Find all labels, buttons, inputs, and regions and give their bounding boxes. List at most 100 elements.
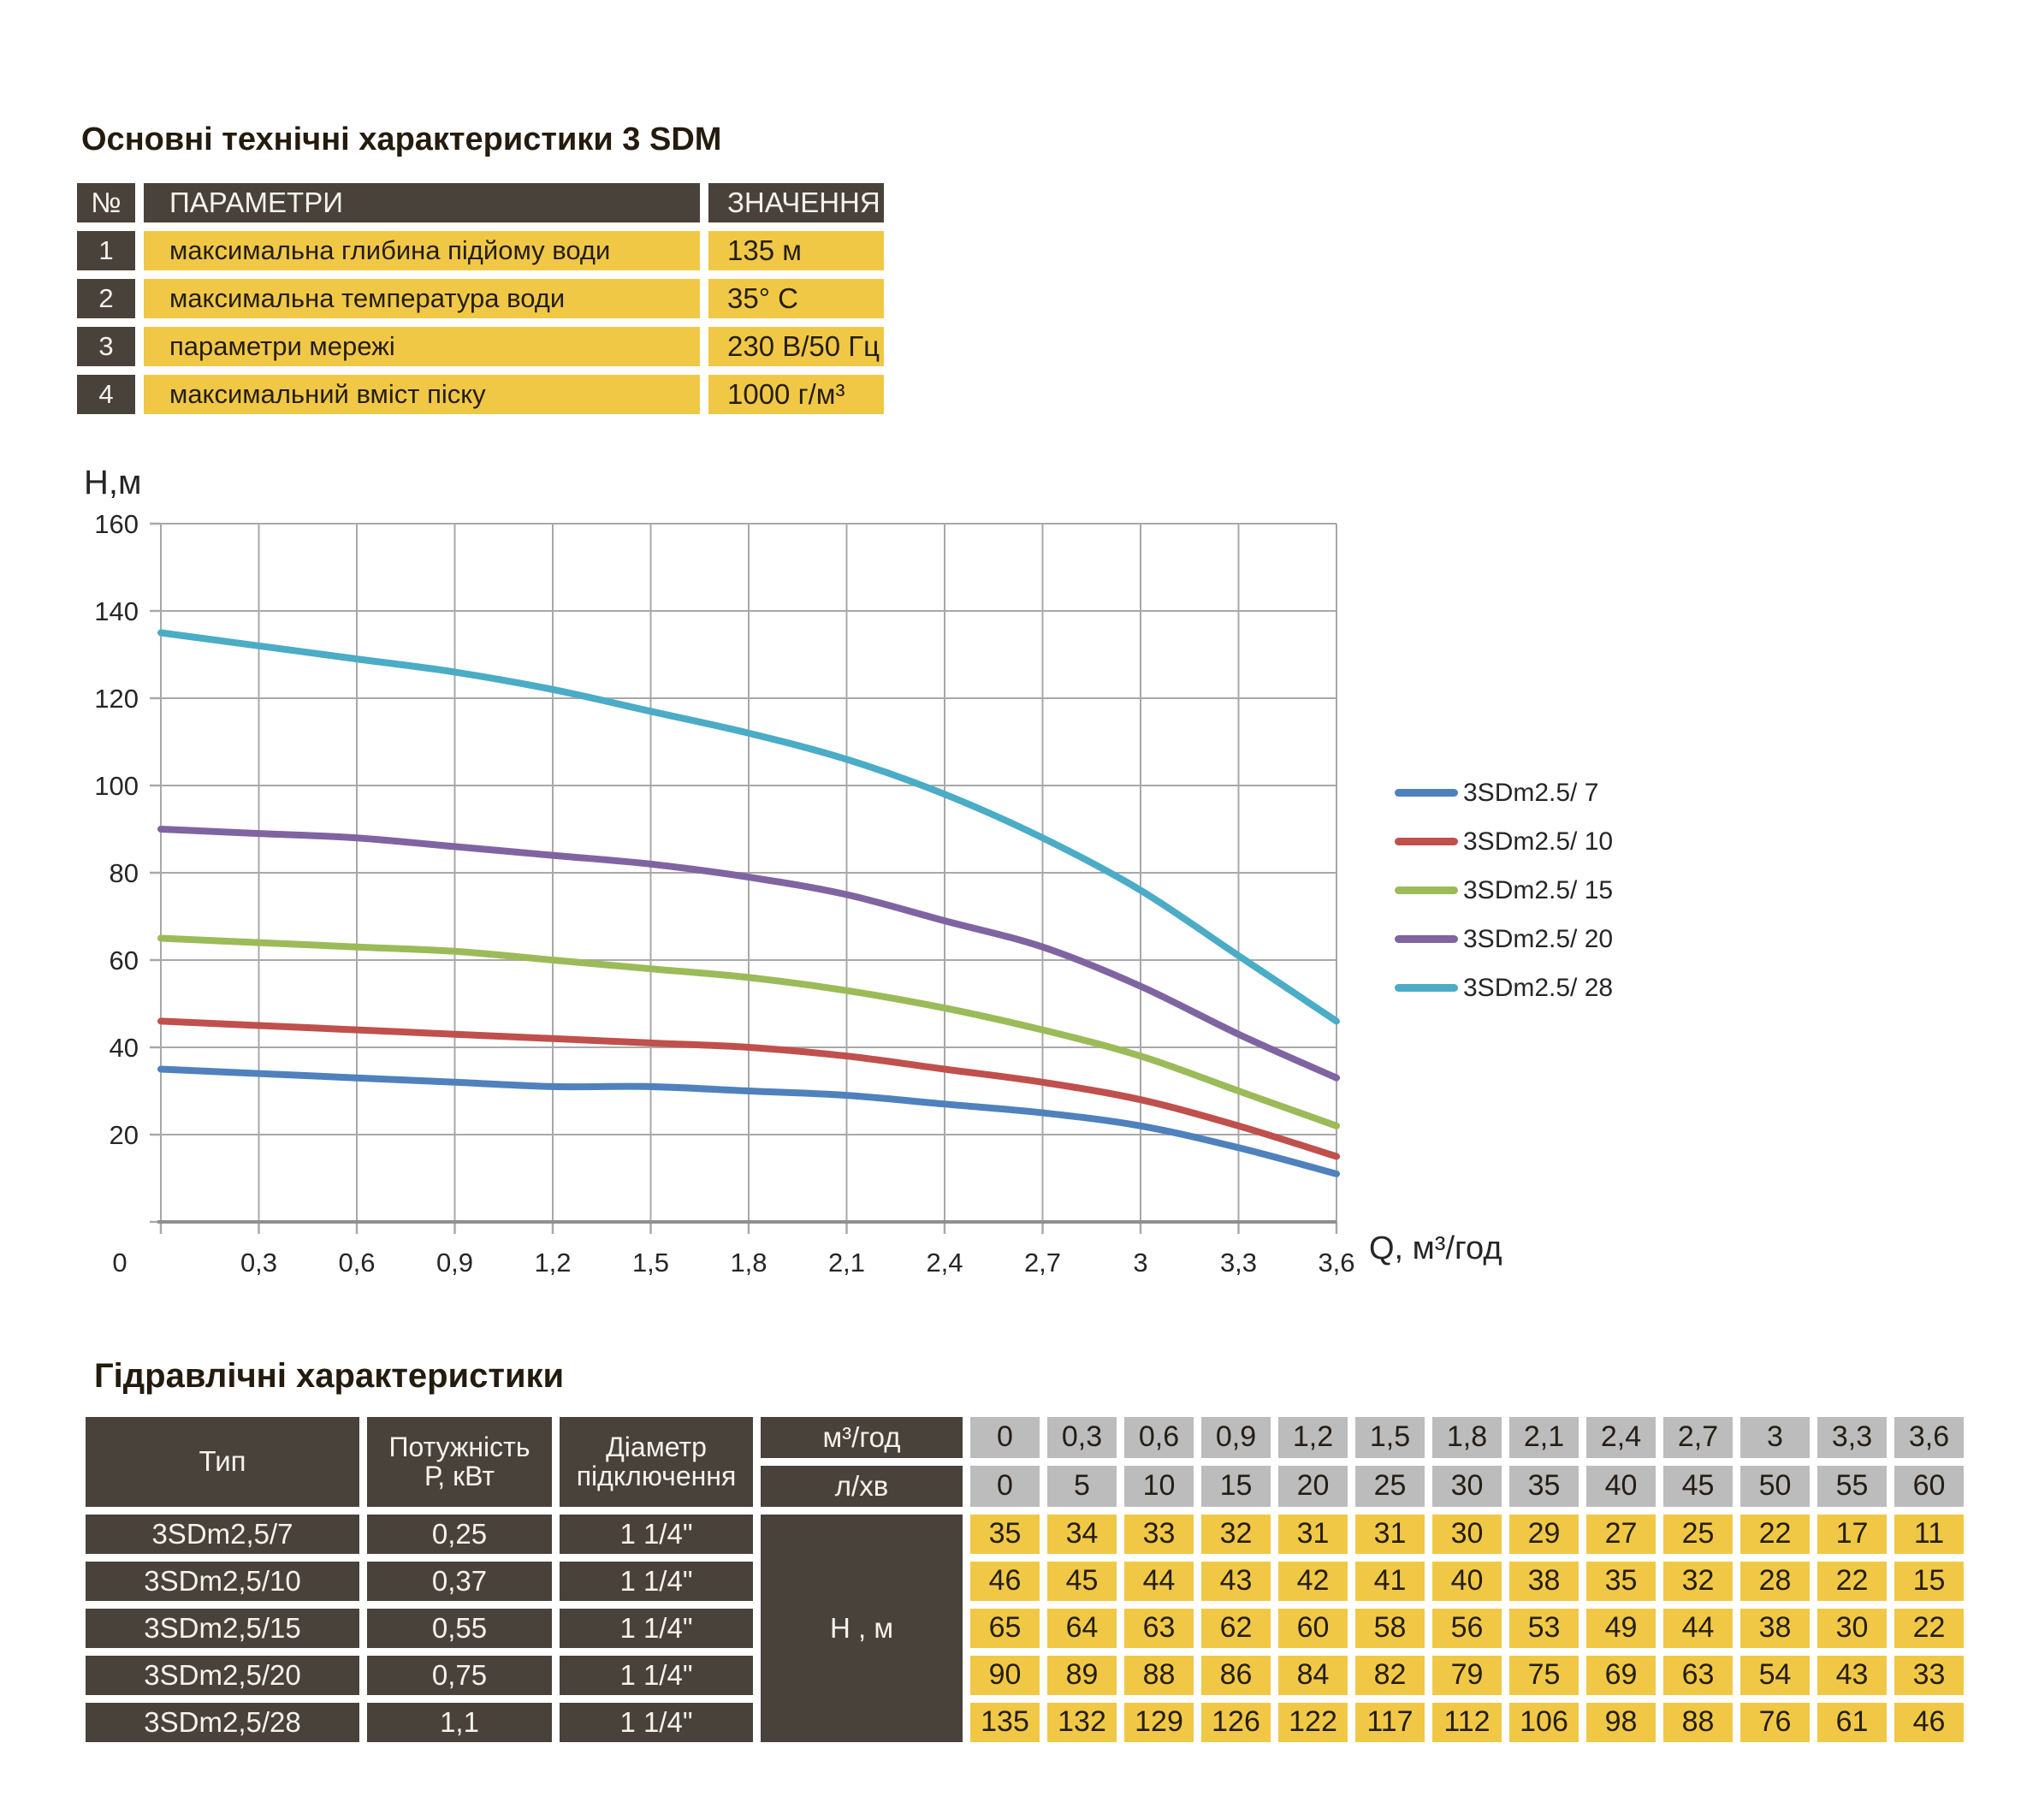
head-value-cell: 33: [1894, 1656, 1964, 1695]
head-value-cell: 11: [1894, 1515, 1964, 1554]
head-value-cell: 79: [1432, 1656, 1502, 1695]
head-value-cell: 56: [1432, 1609, 1502, 1648]
head-value-cell: 62: [1201, 1609, 1271, 1648]
head-value-cell: 135: [970, 1703, 1040, 1742]
series-line-2: [157, 934, 1340, 1129]
head-value-cell: 49: [1586, 1609, 1656, 1648]
svg-text:80: 80: [110, 858, 139, 888]
head-value-cell: 76: [1740, 1703, 1810, 1742]
head-value-cell: 58: [1355, 1609, 1425, 1648]
svg-text:0,3: 0,3: [240, 1248, 277, 1278]
flow-lmin-cell: 5: [1047, 1466, 1117, 1507]
head-value-cell: 88: [1124, 1656, 1194, 1695]
parameter-value: 230 В/50 Гц: [708, 327, 884, 366]
svg-text:160: 160: [94, 509, 139, 539]
flow-m3h-cell: 3: [1740, 1417, 1810, 1458]
head-value-cell: 27: [1586, 1515, 1656, 1554]
pump-diameter-cell: 1 1/4": [560, 1515, 753, 1554]
parameter-name: параметри мережі: [144, 327, 700, 366]
head-value-cell: 46: [1894, 1703, 1964, 1742]
head-value-cell: 61: [1817, 1703, 1887, 1742]
pump-power-cell: 0,55: [367, 1609, 552, 1648]
head-value-cell: 126: [1201, 1703, 1271, 1742]
head-value-cell: 35: [970, 1515, 1040, 1554]
col-header-num: №: [77, 183, 135, 222]
svg-text:1,8: 1,8: [730, 1248, 767, 1278]
head-value-cell: 31: [1278, 1515, 1348, 1554]
pump-diameter-cell: 1 1/4": [560, 1703, 753, 1742]
flow-m3h-cell: 1,5: [1355, 1417, 1425, 1458]
parameter-name: максимальна глибина підйому води: [144, 231, 700, 270]
head-value-cell: 15: [1894, 1562, 1964, 1601]
svg-text:100: 100: [94, 771, 139, 801]
pump-power-cell: 1,1: [367, 1703, 552, 1742]
flow-lmin-cell: 0: [970, 1466, 1040, 1507]
pump-type-cell: 3SDm2,5/7: [86, 1515, 359, 1554]
head-value-cell: 98: [1586, 1703, 1656, 1742]
flow-m3h-cell: 3,6: [1894, 1417, 1964, 1458]
flow-m3h-cell: 1,2: [1278, 1417, 1348, 1458]
svg-text:3: 3: [1133, 1248, 1147, 1278]
svg-text:40: 40: [110, 1033, 139, 1063]
flow-m3h-cell: 0: [970, 1417, 1040, 1458]
head-value-cell: 43: [1201, 1562, 1271, 1601]
hydraulic-table-title: Гідравлічні характеристики: [94, 1357, 565, 1395]
col-header-power: Потужність Р, кВт: [367, 1417, 552, 1507]
legend-label: 3SDm2.5/ 20: [1463, 924, 1614, 953]
head-value-cell: 43: [1817, 1656, 1887, 1695]
hydraulic-characteristics-table: Тип Потужність Р, кВт Діаметр підключення м³/…: [86, 1417, 1964, 1742]
head-value-cell: 69: [1586, 1656, 1656, 1695]
head-value-cell: 88: [1663, 1703, 1733, 1742]
top-table-title: Основні технічні характеристики 3 SDM: [81, 122, 722, 157]
col-header-parameters: ПАРАМЕТРИ: [144, 183, 700, 222]
flow-lmin-cell: 10: [1124, 1466, 1194, 1507]
svg-text:0: 0: [112, 1248, 127, 1278]
head-value-cell: 46: [970, 1562, 1040, 1601]
legend-label: 3SDm2.5/ 7: [1463, 778, 1599, 807]
head-unit-cell: Н , м: [761, 1515, 963, 1742]
flow-lmin-cell: 35: [1509, 1466, 1579, 1507]
svg-text:120: 120: [94, 684, 139, 714]
head-value-cell: 29: [1509, 1515, 1579, 1554]
legend-line-swatch: [1395, 935, 1458, 943]
svg-text:140: 140: [94, 596, 139, 626]
parameter-value: 135 м: [708, 231, 884, 270]
flow-m3h-cell: 1,8: [1432, 1417, 1502, 1458]
header-line: підключення: [576, 1460, 737, 1491]
technical-characteristics-table: № ПАРАМЕТРИ ЗНАЧЕННЯ 1 максимальна глиби…: [77, 183, 884, 414]
flow-lmin-cell: 25: [1355, 1466, 1425, 1507]
row-num: 3: [77, 327, 135, 366]
head-value-cell: 31: [1355, 1515, 1425, 1554]
head-value-cell: 106: [1509, 1703, 1579, 1742]
flow-m3h-cell: 2,4: [1586, 1417, 1656, 1458]
legend-line-swatch: [1395, 789, 1458, 797]
pump-diameter-cell: 1 1/4": [560, 1562, 753, 1601]
legend-line-swatch: [1395, 886, 1458, 894]
row-num: 4: [77, 375, 135, 414]
svg-text:60: 60: [110, 946, 139, 975]
head-value-cell: 17: [1817, 1515, 1887, 1554]
legend-item: 3SDm2.5/ 20: [1395, 915, 1613, 963]
head-value-cell: 30: [1432, 1515, 1502, 1554]
head-value-cell: 28: [1740, 1562, 1810, 1601]
y-tick-labels: 20 40 60 80 100 120 140 160: [94, 509, 139, 1150]
unit-header-lmin: л/хв: [761, 1466, 963, 1507]
pump-diameter-cell: 1 1/4": [560, 1609, 753, 1648]
parameter-value: 35° С: [708, 279, 884, 318]
flow-lmin-cell: 40: [1586, 1466, 1656, 1507]
head-value-cell: 32: [1201, 1515, 1271, 1554]
pump-type-cell: 3SDm2,5/20: [86, 1656, 359, 1695]
col-header-value: ЗНАЧЕННЯ: [708, 183, 884, 222]
pump-power-cell: 0,75: [367, 1656, 552, 1695]
head-value-cell: 33: [1124, 1515, 1194, 1554]
flow-lmin-cell: 15: [1201, 1466, 1271, 1507]
head-value-cell: 34: [1047, 1515, 1117, 1554]
col-header-type: Тип: [86, 1417, 359, 1507]
svg-text:3,6: 3,6: [1318, 1248, 1354, 1278]
svg-text:0,9: 0,9: [436, 1248, 473, 1278]
head-value-cell: 35: [1586, 1562, 1656, 1601]
head-value-cell: 53: [1509, 1609, 1579, 1648]
svg-text:1,5: 1,5: [632, 1248, 669, 1278]
parameter-name: максимальний вміст піску: [144, 375, 700, 414]
svg-text:2,4: 2,4: [926, 1248, 963, 1278]
